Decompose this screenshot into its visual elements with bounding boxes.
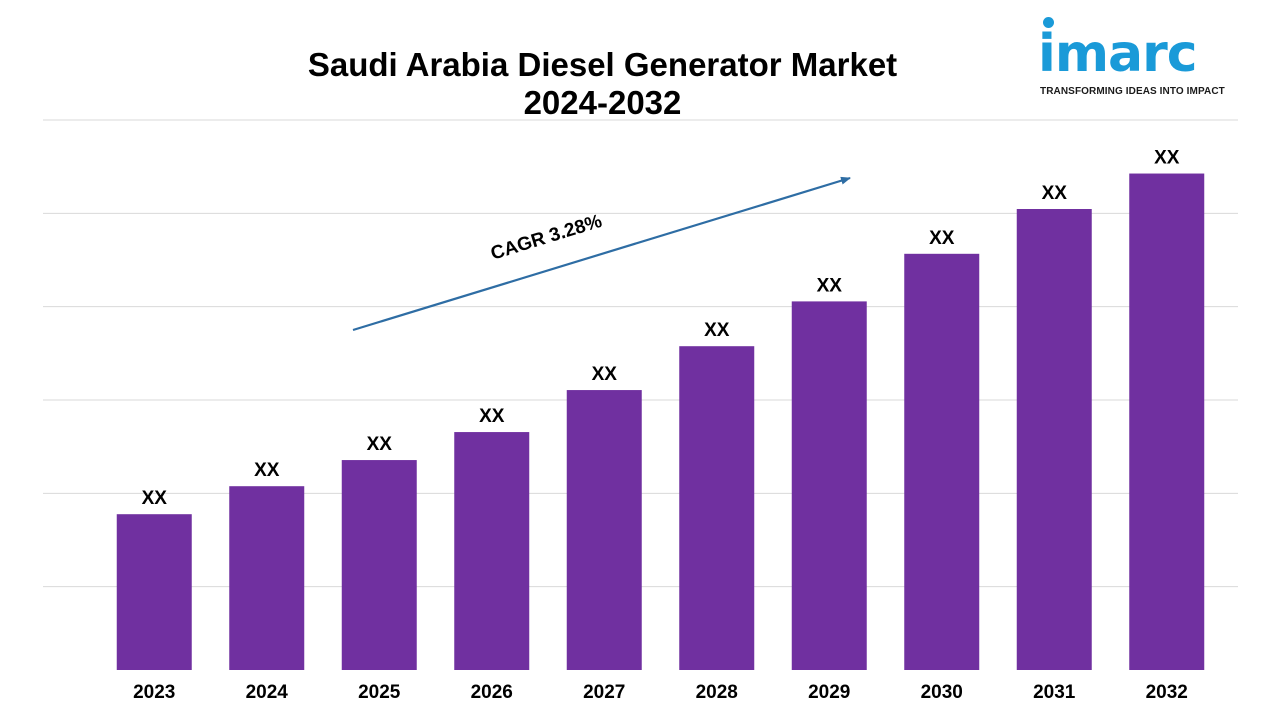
imarc-logo: imarc TRANSFORMING IDEAS INTO IMPACT: [1038, 14, 1238, 104]
x-tick-label: 2028: [696, 682, 738, 703]
data-label: XX: [929, 228, 955, 249]
bar-2028: [679, 346, 755, 670]
logo-tagline: TRANSFORMING IDEAS INTO IMPACT: [1040, 86, 1225, 97]
x-tick-label: 2031: [1033, 682, 1076, 703]
data-label: XX: [142, 488, 168, 509]
x-tick-label: 2029: [808, 682, 850, 703]
x-tick-label: 2024: [246, 682, 289, 703]
data-label: XX: [704, 320, 730, 341]
data-label: XX: [479, 406, 505, 427]
x-tick-label: 2027: [583, 682, 625, 703]
logo-wordmark: imarc: [1038, 24, 1198, 84]
x-tick-label: 2023: [133, 682, 175, 703]
bar-2031: [1016, 209, 1092, 670]
bar-2026: [454, 432, 530, 670]
data-label: XX: [1154, 148, 1180, 169]
data-label: XX: [367, 434, 393, 455]
x-tick-label: 2032: [1146, 682, 1188, 703]
data-label: XX: [1042, 183, 1068, 204]
bar-2027: [566, 390, 642, 670]
x-tick-label: 2030: [921, 682, 963, 703]
bar-2023: [116, 514, 192, 670]
bar-2024: [229, 486, 305, 670]
x-tick-label: 2026: [471, 682, 513, 703]
bar-2032: [1129, 173, 1205, 671]
data-label: XX: [592, 364, 618, 385]
cagr-arrow: [352, 176, 851, 332]
bar-2030: [904, 253, 980, 671]
x-tick-label: 2025: [358, 682, 401, 703]
logo-dot: [1043, 17, 1054, 28]
cagr-label: CAGR 3.28%: [488, 211, 604, 265]
bar-2029: [791, 301, 867, 670]
chart-title: Saudi Arabia Diesel Generator Market 202…: [307, 46, 898, 121]
bar-2025: [341, 460, 417, 670]
data-label: XX: [817, 275, 843, 296]
data-label: XX: [254, 460, 280, 481]
